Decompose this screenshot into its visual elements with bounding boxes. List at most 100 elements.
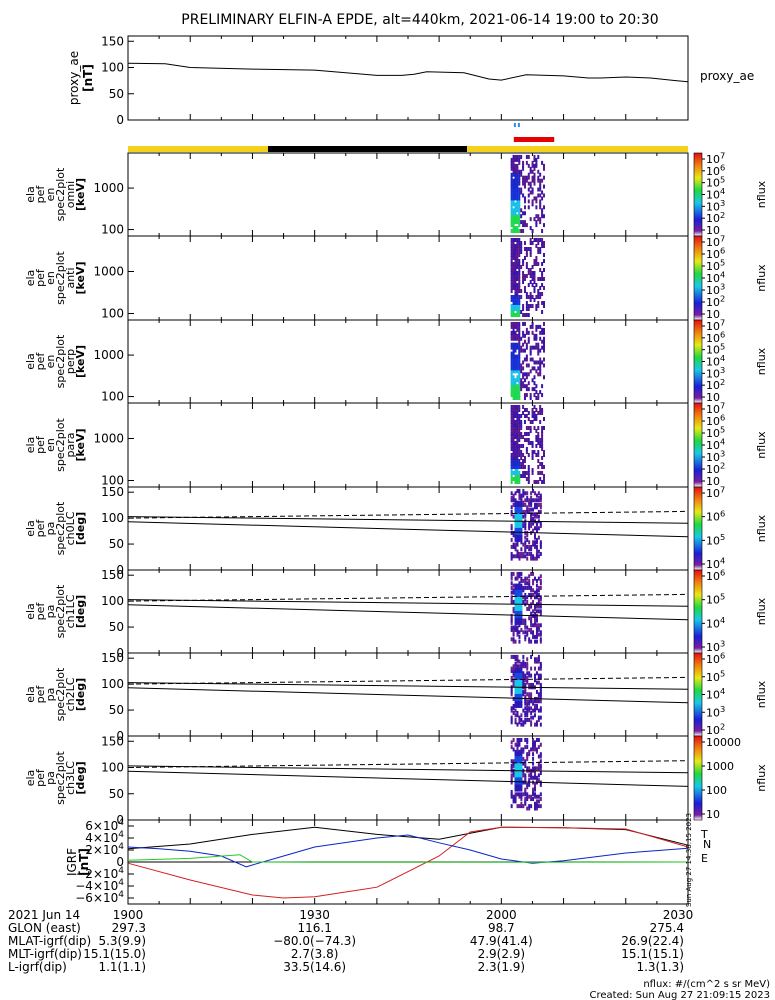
- pitch-angle-cell: [518, 556, 521, 561]
- spectrogram-cell: [529, 348, 532, 353]
- spectrogram-cell: [522, 411, 525, 415]
- spectrogram-cell: [518, 405, 521, 409]
- spectrogram-cell: [531, 453, 534, 457]
- spectrogram-cell: [514, 274, 517, 278]
- spectrogram-cell: [533, 154, 536, 159]
- spectrogram-cell: [527, 295, 530, 299]
- spectrogram-cell: [518, 202, 521, 207]
- spectrogram-cell: [523, 333, 526, 338]
- spectrogram-cell: [527, 187, 530, 192]
- spectrogram-ylabel-3-4: perp: [64, 349, 77, 374]
- spectrogram-cell: [542, 321, 545, 326]
- spectrogram-cell: [510, 256, 513, 260]
- pitch-angle-cell: [514, 708, 517, 713]
- spectrogram-cell: [516, 187, 519, 192]
- pitch-angle-cell: [516, 502, 519, 507]
- pitch-angle-cell: [528, 583, 531, 588]
- spectrogram-cell: [537, 292, 540, 296]
- pitch-angle-cell: [530, 694, 533, 699]
- spectrogram-cell: [535, 205, 538, 210]
- spectrogram-cell: [510, 172, 513, 177]
- spectrogram-cell: [512, 420, 515, 424]
- pitch-angle-cell: [514, 799, 517, 804]
- spectrogram-cell: [535, 196, 538, 201]
- spectrogram-cell: [518, 307, 521, 311]
- pitch-angle-cell: [532, 581, 535, 586]
- pitch-angle-cell: [518, 595, 521, 600]
- spectrogram-cell: [537, 393, 540, 398]
- pitch-angle-cell: [510, 627, 513, 632]
- spectrogram-frame-1: [127, 152, 689, 237]
- spectrogram-cell: [523, 438, 526, 442]
- spectrogram-cell: [542, 339, 545, 344]
- pitch-angle-cell: [520, 583, 523, 588]
- colorbar-8-tick-label: 10000: [706, 736, 741, 749]
- proxy-ae-series-line: [127, 62, 689, 83]
- spectrogram-cell: [529, 241, 532, 245]
- pitch-angle-cell: [522, 588, 525, 593]
- pitch-angle-cell: [534, 673, 536, 678]
- y-tick-label: 100: [101, 390, 124, 404]
- pitch-angle-cell: [518, 717, 521, 722]
- pitch-angle-cell: [539, 495, 542, 500]
- spectrogram-cell: [520, 295, 523, 299]
- spectrogram-cell: [539, 172, 542, 177]
- time-axis-value: 1.3(1.3): [636, 960, 684, 974]
- spectrogram-cell: [512, 256, 515, 260]
- spectrogram-cell: [520, 241, 523, 245]
- spectrogram-cell: [523, 471, 526, 475]
- pitch-angle-cell: [539, 722, 542, 727]
- spectrogram-cell: [541, 238, 544, 242]
- pitch-angle-cell: [518, 583, 521, 588]
- spectrogram-cell: [529, 393, 532, 398]
- spectrogram-cell: [539, 295, 542, 299]
- spectrogram-cell: [542, 286, 545, 290]
- spectrogram-cell: [525, 307, 528, 311]
- pitch-angle-cell: [520, 578, 523, 583]
- spectrogram-cell: [522, 277, 525, 281]
- spectrogram-cell: [510, 190, 513, 195]
- pitch-angle-cell: [524, 597, 527, 602]
- spectrogram-cell: [514, 202, 517, 207]
- pitch-angle-cell: [512, 530, 515, 535]
- spectrogram-cell: [535, 444, 538, 448]
- pitch-angle-cell: [524, 789, 527, 794]
- spectrogram-cell: [510, 244, 513, 248]
- spectrogram-cell: [522, 459, 525, 463]
- spectrogram-cell: [541, 447, 544, 451]
- pitch-angle-cell: [518, 507, 521, 512]
- pitch-angle-cell: [535, 804, 538, 809]
- pitch-angle-cell: [512, 627, 515, 632]
- pitch-angle-cell: [524, 689, 527, 694]
- spectrogram-cell: [523, 357, 526, 362]
- spectrogram-cell: [522, 453, 525, 457]
- pitch-angle-cell: [522, 771, 525, 776]
- pitch-angle-cell: [535, 618, 538, 623]
- pitch-angle-cell: [510, 773, 513, 778]
- spectrogram-cell: [512, 229, 515, 233]
- pitch-angle-cell: [516, 616, 519, 621]
- spectrogram-cell: [518, 310, 521, 314]
- spectrogram-cell: [510, 313, 513, 317]
- spectrogram-cell: [512, 387, 515, 392]
- spectrogram-cell: [527, 387, 530, 392]
- spectrogram-cell: [512, 172, 515, 177]
- spectrogram-cell: [529, 250, 532, 254]
- spectrogram-cell: [516, 333, 519, 338]
- pitch-angle-cell: [520, 773, 523, 778]
- pitch-angle-cell: [537, 659, 540, 664]
- pitch-angle-cell: [526, 713, 529, 718]
- pitch-angle-cell: [535, 689, 538, 694]
- spectrogram-cell: [537, 432, 540, 436]
- pitch-angle-cell: [518, 699, 521, 704]
- spectrogram-cell: [535, 324, 538, 329]
- science-zone-marker: [513, 123, 516, 127]
- pitch-angle-cell: [522, 692, 525, 697]
- spectrogram-cell: [510, 468, 513, 472]
- pitch-angle-cell: [514, 500, 517, 505]
- colorbar-7-tick-label: 104: [706, 686, 725, 701]
- pitch-angle-cell: [520, 737, 523, 742]
- spectrogram-cell: [512, 327, 515, 332]
- spectrogram-cell: [518, 477, 521, 481]
- pitch-angle-cell: [530, 592, 533, 597]
